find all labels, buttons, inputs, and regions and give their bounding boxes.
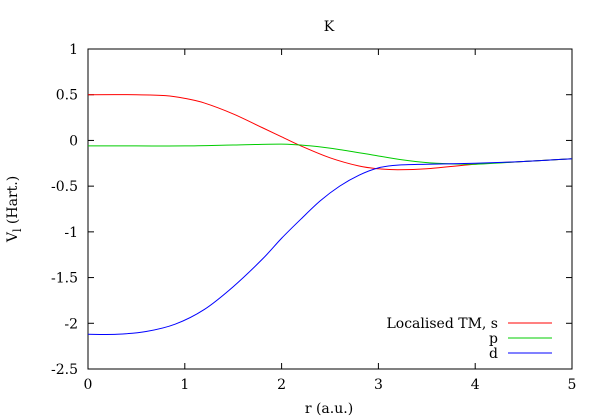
x-tick-label: 2 (277, 377, 286, 393)
y-axis-label-main: V (5, 231, 21, 243)
legend-label-1: Localised TM, s (386, 316, 498, 332)
y-tick-label: -0.5 (51, 179, 78, 195)
legend-label-3: d (489, 346, 498, 362)
plot-frame (87, 48, 573, 370)
x-tick-label: 0 (84, 377, 93, 393)
series-line-1 (87, 94, 573, 171)
legend: Localised TM, spd (386, 316, 552, 362)
series-line-2 (88, 143, 573, 165)
series-lines (87, 94, 573, 335)
chart-title: K (324, 19, 335, 35)
y-axis-label-subscript: l (11, 228, 24, 232)
x-tick-label: 5 (568, 377, 577, 393)
x-axis-label: r (a.u.) (305, 401, 353, 417)
y-tick-label: 0.5 (56, 88, 78, 104)
y-tick-label: 1 (69, 42, 78, 58)
x-tick-label: 3 (374, 377, 383, 393)
y-axis-label-unit: (Hart.) (5, 176, 21, 229)
y-tick-label: -1.5 (51, 271, 78, 287)
x-tick-label: 1 (180, 377, 189, 393)
y-tick-label: -2 (64, 316, 78, 332)
y-tick-label: 0 (69, 133, 78, 149)
y-tick-label: -1 (64, 225, 78, 241)
series-line-3 (87, 158, 573, 335)
legend-label-2: p (489, 331, 498, 347)
y-tick-label: -2.5 (51, 362, 78, 378)
y-axis-label: Vl (Hart.) (5, 176, 24, 243)
axis-ticks: 0 1 2 3 4 5 1 0.5 0 -0.5 -1 -1.5 -2 -2.5 (51, 42, 576, 393)
x-tick-label: 4 (471, 377, 480, 393)
